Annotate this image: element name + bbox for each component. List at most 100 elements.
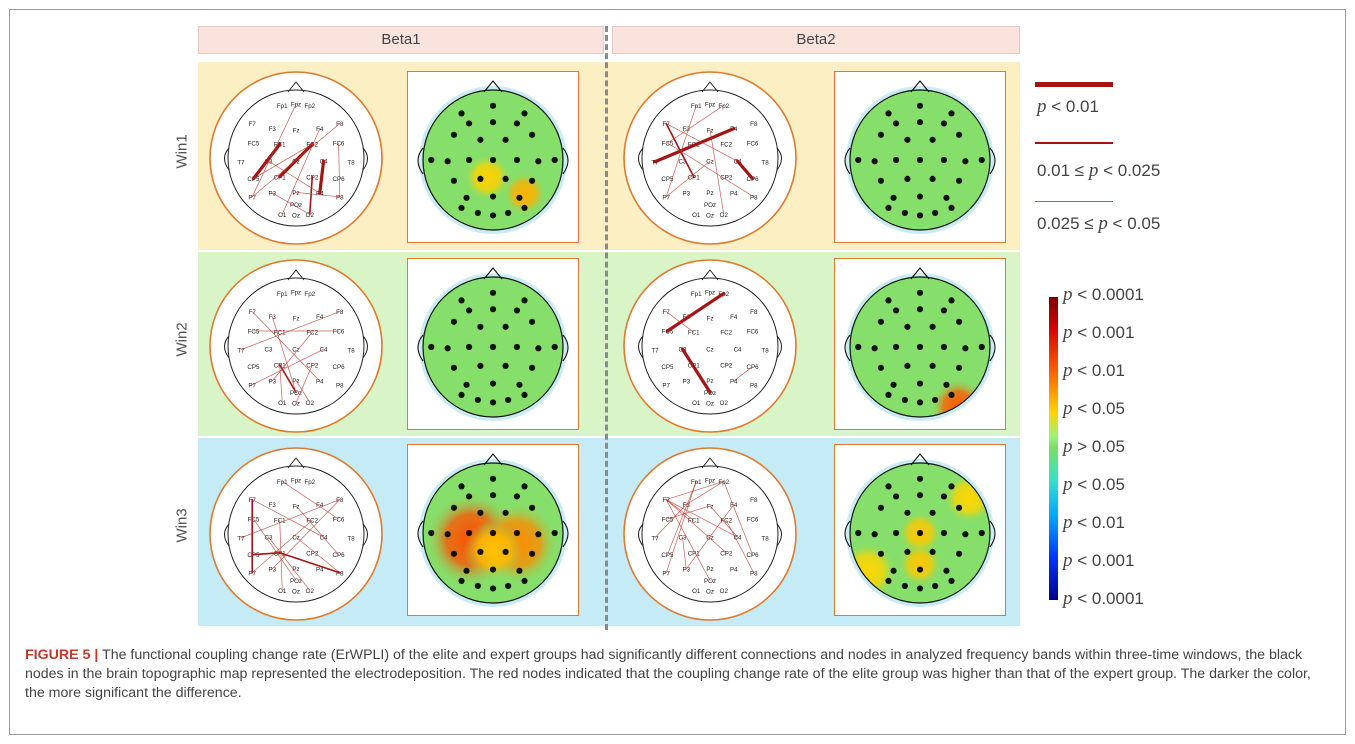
electrode-label: FC2 (306, 518, 318, 525)
connection-line (665, 499, 727, 554)
electrode-label: P7 (662, 194, 670, 201)
electrode-label: FC2 (720, 330, 732, 337)
electrode-node (892, 343, 900, 351)
electrode-node (489, 193, 497, 200)
electrode-node (474, 396, 481, 404)
electrode-node (943, 567, 950, 574)
connectivity-map-beta2-win2: Fp1FpzFp2F7F3FzF4F8FC5FC1FC2FC6T7C3CzC4T… (623, 259, 797, 433)
electrode-node (477, 175, 484, 182)
electrode-label: CP2 (720, 362, 733, 369)
electrode-node (890, 567, 897, 574)
connection-line (725, 519, 755, 574)
electrode-node (450, 131, 458, 138)
panel-circle (623, 447, 797, 621)
connection-line (665, 160, 711, 198)
electrode-node (528, 550, 536, 557)
electrode-label: P7 (248, 382, 256, 389)
connection-line (252, 551, 281, 556)
electrode-node (458, 110, 465, 117)
electrode-label: T7 (237, 159, 245, 166)
electrode-label: Oz (706, 212, 714, 219)
figure-caption: FIGURE 5 | The functional coupling chang… (25, 646, 1325, 703)
electrode-label: T8 (761, 347, 769, 354)
electrode-node (916, 119, 924, 126)
nose-icon (910, 267, 930, 280)
electrode-node (513, 156, 521, 164)
electrode-node (489, 566, 497, 573)
colorbar-tick-3: p < 0.05 (1063, 398, 1125, 419)
electrode-node (528, 318, 536, 325)
electrode-node (955, 550, 963, 557)
row-label-win2: Win2 (173, 322, 191, 357)
electrode-node (444, 158, 451, 165)
electrode-label: T7 (237, 535, 245, 542)
electrode-label: F3 (269, 126, 277, 133)
electrode-label: FC5 (662, 516, 674, 523)
electrode-node (502, 175, 509, 182)
electrode-node (513, 493, 521, 500)
electrode-node (463, 194, 470, 201)
connection-line (654, 504, 687, 539)
electrode-node (465, 120, 473, 127)
electrode-node (943, 381, 950, 388)
electrode-label: F4 (316, 314, 324, 321)
electrode-label: T8 (761, 535, 769, 542)
electrode-node (904, 136, 911, 143)
electrode-node (855, 156, 862, 164)
electrode-label: Oz (706, 400, 714, 407)
electrode-node (978, 529, 985, 537)
electrode-node (450, 504, 458, 511)
electrode-node (916, 380, 924, 387)
electrode-label: T7 (651, 535, 659, 542)
electrode-node (458, 391, 465, 398)
electrode-node (916, 289, 924, 296)
electrode-node (916, 399, 924, 406)
electrode-label: POz (290, 578, 302, 585)
connection-line (268, 536, 311, 591)
right-ear-icon (562, 147, 569, 175)
electrode-node (505, 209, 512, 217)
electrode-node (528, 177, 536, 184)
electrode-label: F3 (683, 126, 691, 133)
head-outline (641, 277, 779, 415)
connection-line (251, 142, 282, 181)
head-outline (227, 277, 365, 415)
electrode-label: P7 (662, 570, 670, 577)
left-ear-icon (417, 520, 424, 548)
electrode-node (940, 343, 948, 351)
legend-label-medium: 0.01 ≤ p < 0.025 (1037, 160, 1161, 181)
electrode-label: Pz (292, 190, 299, 197)
topomap-box-beta1-win2 (407, 258, 579, 430)
electrode-node (885, 483, 892, 490)
electrode-node (871, 158, 878, 165)
electrode-label: P8 (336, 570, 344, 577)
electrode-node (916, 343, 924, 351)
electrode-node (489, 585, 497, 592)
electrode-label: CP2 (720, 174, 733, 181)
connection-line (667, 105, 725, 144)
electrode-node (892, 156, 900, 164)
electrode-node (855, 529, 862, 537)
electrode-node (904, 362, 911, 369)
electrode-label: P7 (248, 570, 256, 577)
electrode-node (551, 343, 558, 351)
electrode-label: P7 (662, 382, 670, 389)
figure-frame (9, 9, 1346, 735)
topomap-beta1-win1 (417, 80, 569, 234)
electrode-label: Cz (706, 159, 714, 166)
electrode-node (428, 529, 435, 537)
electrode-node (978, 156, 985, 164)
electrode-node (892, 493, 900, 500)
topomap-box-beta1-win1 (407, 71, 579, 243)
electrode-node (948, 204, 955, 211)
electrode-node (535, 345, 542, 352)
colorbar-tick-2: p < 0.01 (1063, 360, 1125, 381)
electrode-label: P3 (682, 567, 690, 574)
connectivity-map-beta1-win1: Fp1FpzFp2F7F3FzF4F8FC5FC1FC2FC6T7C3CzC4T… (209, 71, 383, 245)
electrode-node (962, 158, 969, 165)
electrode-label: P4 (730, 567, 738, 574)
electrode-label: CP6 (333, 176, 346, 183)
electrode-node (904, 323, 911, 330)
topomap-box-beta2-win2 (834, 258, 1006, 430)
electrode-node (916, 193, 924, 200)
